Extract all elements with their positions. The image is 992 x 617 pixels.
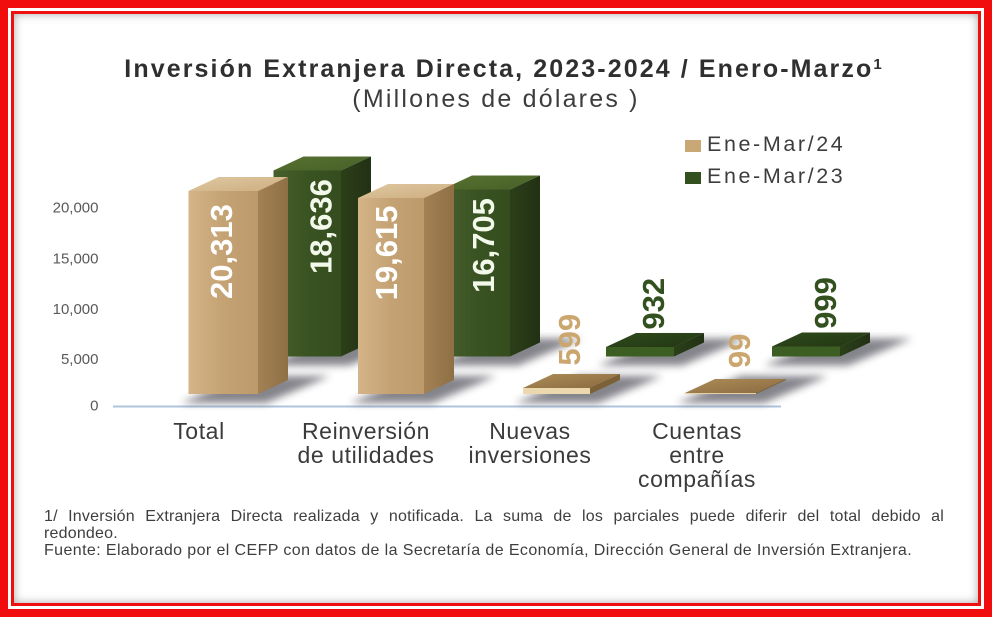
svg-text:999: 999 bbox=[808, 277, 843, 329]
svg-text:18,636: 18,636 bbox=[303, 179, 338, 274]
svg-text:0: 0 bbox=[90, 398, 98, 415]
svg-text:20,000: 20,000 bbox=[53, 199, 99, 216]
svg-text:10,000: 10,000 bbox=[53, 301, 99, 318]
svg-text:16,705: 16,705 bbox=[466, 198, 501, 293]
svg-text:15,000: 15,000 bbox=[53, 251, 99, 268]
svg-text:5,000: 5,000 bbox=[61, 351, 99, 368]
svg-text:599: 599 bbox=[552, 314, 587, 366]
svg-text:99: 99 bbox=[722, 334, 757, 368]
svg-text:19,615: 19,615 bbox=[369, 206, 404, 301]
svg-text:20,313: 20,313 bbox=[204, 204, 239, 299]
svg-text:932: 932 bbox=[636, 278, 671, 330]
